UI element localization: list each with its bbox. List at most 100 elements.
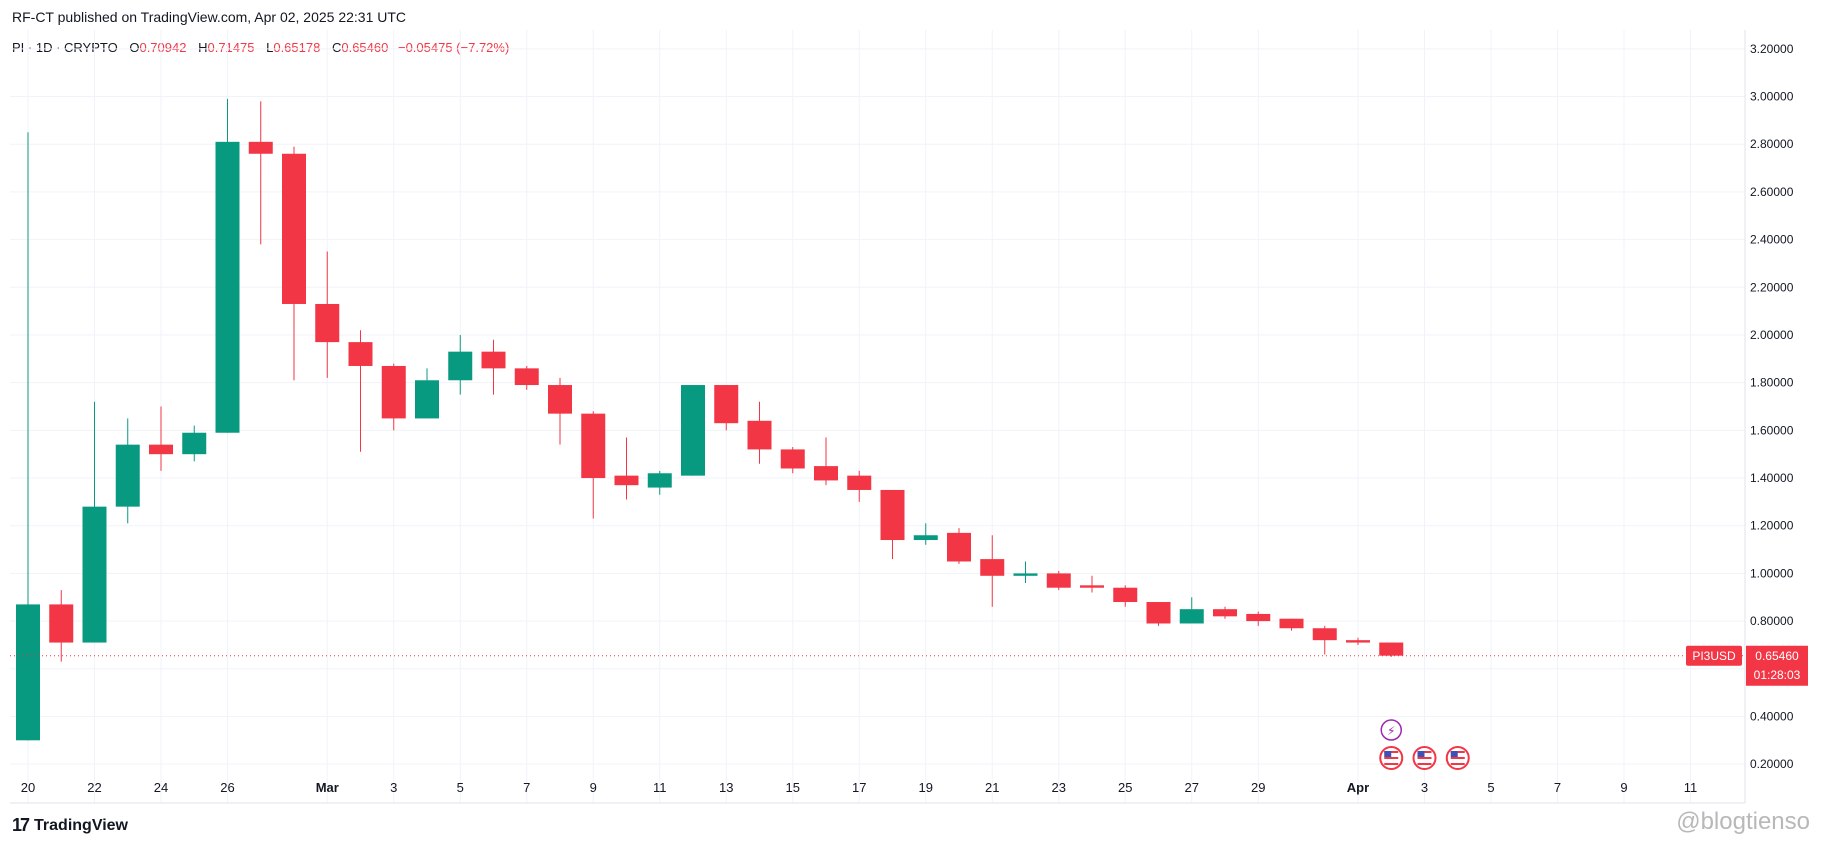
candle-body[interactable] (415, 380, 439, 419)
y-tick-label: 1.40000 (1750, 471, 1794, 485)
candle-body[interactable] (149, 444, 173, 455)
publish-info: RF-CT published on TradingView.com, Apr … (12, 9, 407, 25)
symbol-badge-label: PI3USD (1692, 649, 1736, 663)
candle-body[interactable] (1080, 585, 1104, 588)
x-tick-label: 9 (1620, 780, 1627, 795)
candle-body[interactable] (814, 466, 838, 481)
y-tick-label: 0.80000 (1750, 614, 1794, 628)
x-tick-label: 11 (653, 780, 667, 795)
candle-body[interactable] (348, 342, 373, 366)
candle-body[interactable] (913, 535, 938, 541)
lightning-icon[interactable] (1380, 719, 1402, 741)
candle-body[interactable] (681, 385, 705, 476)
x-tick-label: 25 (1118, 780, 1132, 795)
candle-body[interactable] (647, 473, 672, 488)
candle-body[interactable] (1213, 609, 1237, 617)
x-tick-label: 13 (719, 780, 733, 795)
flag-canton (1450, 751, 1458, 757)
candle-body[interactable] (1013, 573, 1038, 576)
y-tick-label: 0.40000 (1750, 709, 1794, 723)
candle-body[interactable] (880, 489, 905, 541)
y-tick-label: 3.00000 (1750, 90, 1794, 104)
candle-body[interactable] (1246, 613, 1271, 622)
lightning-glyph: ⚡ (1387, 724, 1395, 738)
candle-body[interactable] (1279, 618, 1304, 629)
x-tick-label: 19 (919, 780, 933, 795)
x-tick-label: Apr (1347, 780, 1369, 795)
tradingview-logo-icon: 17 (12, 815, 30, 835)
x-tick-label: 11 (1684, 780, 1698, 795)
x-tick-label: 29 (1251, 780, 1265, 795)
y-tick-label: 0.20000 (1750, 757, 1794, 771)
candle-body[interactable] (1113, 587, 1138, 603)
candle-body[interactable] (980, 559, 1005, 576)
x-tick-label: 3 (1421, 780, 1428, 795)
candle-body[interactable] (381, 365, 406, 419)
candle-body[interactable] (614, 475, 639, 486)
candle-body[interactable] (1312, 628, 1337, 641)
y-tick-label: 2.60000 (1750, 185, 1794, 199)
candle-body[interactable] (714, 385, 739, 424)
low-value: 0.65178 (273, 40, 321, 55)
x-tick-label: 7 (523, 780, 530, 795)
x-tick-label: 15 (786, 780, 800, 795)
last-price-label: 0.65460 (1755, 649, 1799, 663)
candle-body[interactable] (182, 432, 207, 455)
candle-body[interactable] (1379, 642, 1404, 656)
candle-body[interactable] (282, 153, 306, 304)
flag-canton (1384, 751, 1392, 757)
ohlc-legend: PI · 1D · CRYPTO O0.70942 H0.71475 L0.65… (12, 40, 509, 55)
x-tick-label: 5 (1487, 780, 1494, 795)
change-value: −0.05475 (−7.72%) (397, 40, 510, 55)
x-tick-label: 3 (390, 780, 397, 795)
candle-body[interactable] (947, 532, 971, 562)
candle-body[interactable] (847, 475, 872, 490)
x-tick-label: 17 (852, 780, 866, 795)
candle-body[interactable] (315, 303, 340, 343)
y-tick-label: 2.40000 (1750, 233, 1794, 247)
high-value: 0.71475 (207, 40, 255, 55)
flag-canton (1417, 751, 1425, 757)
high-label: H (198, 40, 208, 55)
tradingview-logo[interactable]: 17 TradingView (12, 815, 128, 836)
x-tick-label: Mar (316, 780, 339, 795)
tradingview-brand: TradingView (34, 816, 128, 834)
x-tick-label: 26 (220, 780, 234, 795)
x-tick-label: 7 (1554, 780, 1561, 795)
y-tick-label: 1.80000 (1750, 376, 1794, 390)
candle-body[interactable] (548, 385, 572, 414)
x-tick-label: 22 (87, 780, 101, 795)
candle-body[interactable] (481, 351, 506, 369)
symbol-title[interactable]: PI · 1D · CRYPTO (12, 40, 118, 55)
candle-body[interactable] (248, 141, 273, 154)
x-tick-label: 24 (154, 780, 168, 795)
candle-body[interactable] (448, 351, 473, 381)
y-tick-label: 2.80000 (1750, 137, 1794, 151)
symbol-badge (1686, 645, 1742, 666)
candle-body[interactable] (581, 413, 606, 479)
y-tick-label: 1.00000 (1750, 566, 1794, 580)
last-price-badge (1746, 645, 1808, 686)
y-tick-label: 2.20000 (1750, 280, 1794, 294)
candle-body[interactable] (16, 604, 40, 741)
candle-body[interactable] (780, 449, 805, 469)
candle-body[interactable] (514, 368, 539, 386)
candle-body[interactable] (115, 444, 140, 507)
candle-body[interactable] (1179, 609, 1204, 624)
candle-body[interactable] (82, 506, 107, 643)
close-value: 0.65460 (341, 40, 389, 55)
candle-body[interactable] (1146, 602, 1171, 624)
close-label: C (331, 40, 342, 55)
candle-body[interactable] (215, 141, 240, 433)
candle-body[interactable] (1346, 640, 1370, 643)
open-value: 0.70942 (139, 40, 187, 55)
watermark: @blogtienso (1676, 808, 1810, 835)
candle-body[interactable] (747, 420, 772, 450)
x-tick-label: 9 (590, 780, 597, 795)
countdown-label: 01:28:03 (1754, 668, 1801, 682)
candle-body[interactable] (1046, 573, 1071, 588)
x-tick-label: 5 (457, 780, 464, 795)
open-label: O (129, 40, 140, 55)
candle-body[interactable] (49, 604, 74, 643)
